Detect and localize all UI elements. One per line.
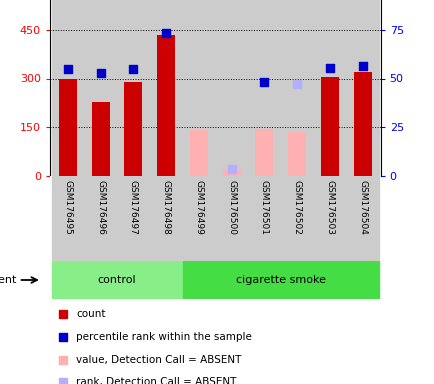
Bar — [182, 0, 215, 176]
Bar — [287, 132, 306, 176]
Bar — [345, 176, 378, 261]
Text: agent: agent — [0, 275, 17, 285]
Bar — [92, 102, 109, 176]
Bar — [52, 261, 182, 299]
Bar — [84, 0, 117, 176]
Text: GSM176504: GSM176504 — [357, 180, 366, 235]
Point — [64, 66, 71, 72]
Point — [326, 65, 332, 71]
Text: GSM176496: GSM176496 — [96, 180, 105, 235]
Bar — [215, 0, 247, 176]
Text: GSM176502: GSM176502 — [292, 180, 301, 235]
Point — [293, 81, 300, 88]
Text: GSM176495: GSM176495 — [63, 180, 72, 235]
Point — [331, 122, 338, 128]
Text: rank, Detection Call = ABSENT: rank, Detection Call = ABSENT — [76, 377, 236, 384]
Bar — [59, 79, 77, 176]
Bar — [255, 129, 273, 176]
Point — [130, 66, 137, 73]
Text: percentile rank within the sample: percentile rank within the sample — [76, 332, 252, 342]
Bar — [117, 176, 150, 261]
Text: GSM176501: GSM176501 — [260, 180, 268, 235]
Bar — [313, 0, 345, 176]
Text: cigarette smoke: cigarette smoke — [235, 275, 325, 285]
Point — [228, 166, 235, 172]
Text: GSM176500: GSM176500 — [227, 180, 236, 235]
Bar — [190, 130, 207, 176]
Bar — [182, 261, 378, 299]
Bar — [124, 82, 142, 176]
Bar — [157, 35, 175, 176]
Point — [162, 30, 169, 36]
Point — [97, 70, 104, 76]
Bar — [222, 170, 240, 176]
Bar — [280, 176, 313, 261]
Bar — [52, 0, 84, 176]
Bar — [345, 0, 378, 176]
Bar — [280, 0, 313, 176]
Text: value, Detection Call = ABSENT: value, Detection Call = ABSENT — [76, 355, 241, 365]
Text: GSM176497: GSM176497 — [129, 180, 138, 235]
Point — [358, 63, 365, 69]
Bar — [313, 176, 345, 261]
Bar — [150, 0, 182, 176]
Point — [331, 323, 338, 329]
Bar — [247, 0, 280, 176]
Bar — [353, 72, 371, 176]
Text: count: count — [76, 309, 106, 319]
Bar — [215, 176, 247, 261]
Bar — [320, 77, 338, 176]
Text: GSM176498: GSM176498 — [161, 180, 170, 235]
Bar — [117, 0, 150, 176]
Text: GSM176499: GSM176499 — [194, 180, 203, 235]
Text: GSM176503: GSM176503 — [325, 180, 334, 235]
Bar — [182, 176, 215, 261]
Bar — [52, 176, 84, 261]
Text: control: control — [98, 275, 136, 285]
Bar — [150, 176, 182, 261]
Bar — [84, 176, 117, 261]
Bar — [247, 176, 280, 261]
Point — [260, 79, 267, 85]
